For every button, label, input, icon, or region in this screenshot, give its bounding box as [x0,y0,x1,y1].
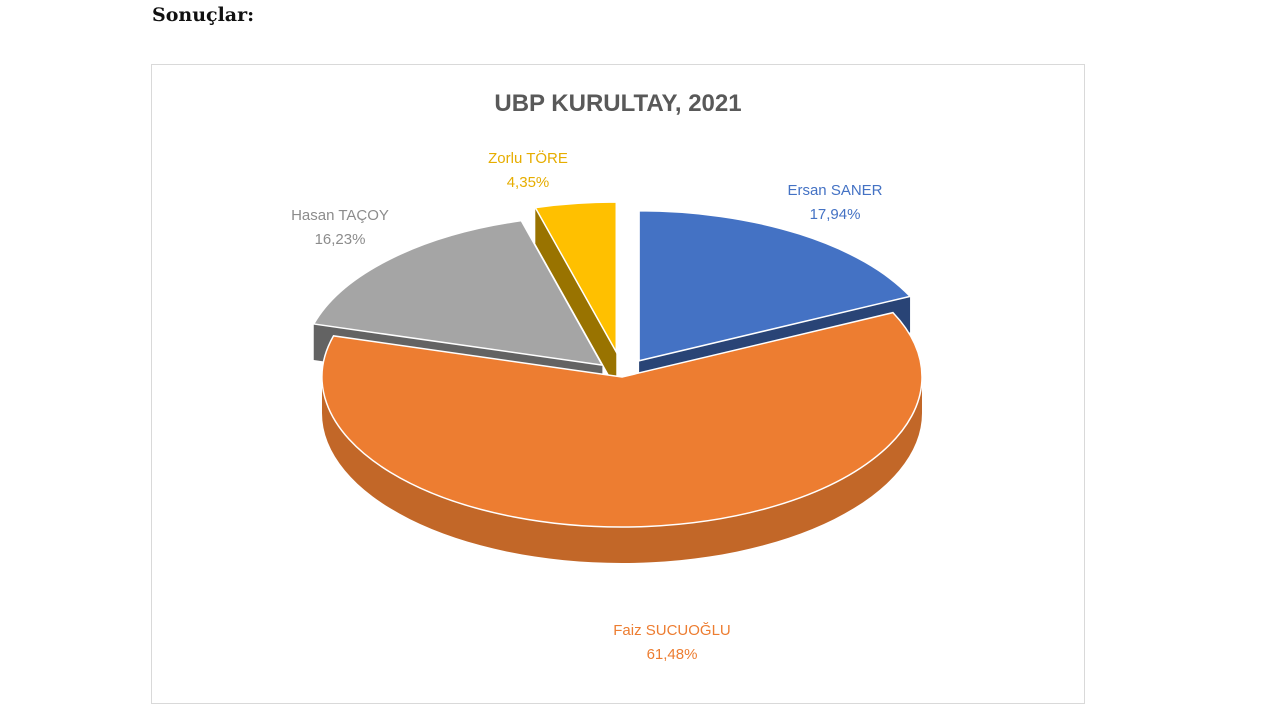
pie-slice-side-faiz-sucuo-lu [322,377,922,563]
data-label-name-faiz-sucuo-lu: Faiz SUCUOĞLU [613,622,731,639]
labels-layer: Ersan SANER 17,94% Faiz SUCUOĞLU 61,48% Hasa… [291,149,883,663]
pie-chart: UBP KURULTAY, 2021 Ersan SANER 17,94% Faiz… [291,90,923,663]
pie-slice-top-faiz-sucuo-lu [321,311,923,528]
pie-slice-top-zorlu-t-re [534,201,618,355]
chart-frame: UBP KURULTAY, 2021 Ersan SANER 17,94% Faiz… [151,64,1085,704]
slices-layer [312,201,923,563]
data-label-name-hasan-ta-oy: Hasan TAÇOY [291,207,389,224]
data-label-value-faiz-sucuo-lu: 61,48% [647,646,698,663]
data-label-name-ersan-saner: Ersan SANER [787,182,882,199]
results-heading: Sonuçlar: [152,4,255,26]
pie-slice-faiz-sucuo-lu [321,311,923,563]
data-label-name-zorlu-t-re: Zorlu TÖRE [488,149,568,167]
data-label-value-hasan-ta-oy: 16,23% [315,231,366,248]
data-label-value-zorlu-t-re: 4,35% [507,174,550,191]
pie-slice-top-ersan-saner [638,210,912,362]
pie-slice-cut-zorlu-t-re-1 [535,207,617,389]
data-label-value-ersan-saner: 17,94% [810,206,861,223]
pie-slice-zorlu-t-re [534,201,618,389]
chart-title: UBP KURULTAY, 2021 [494,90,741,117]
pie-slice-top-hasan-ta-oy [312,219,604,367]
